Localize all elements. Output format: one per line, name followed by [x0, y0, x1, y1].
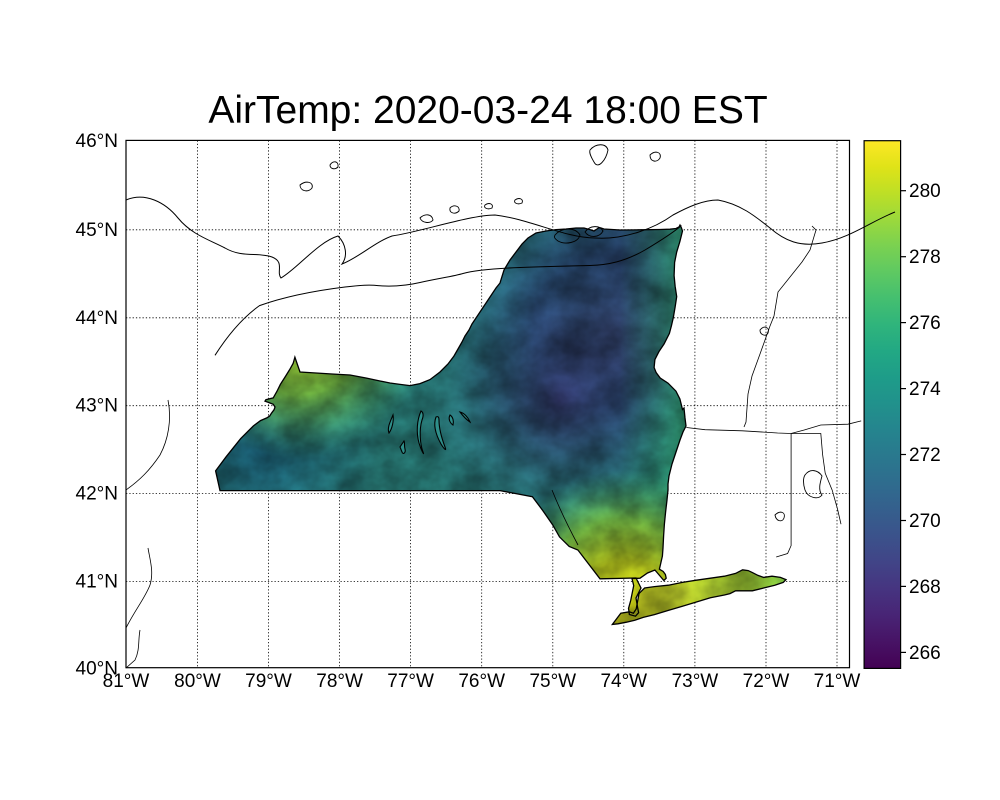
svg-text:266: 266 — [909, 643, 941, 664]
svg-text:76°W: 76°W — [458, 671, 505, 692]
svg-text:272: 272 — [909, 445, 941, 466]
svg-text:45°N: 45°N — [76, 220, 118, 241]
svg-text:274: 274 — [909, 379, 941, 400]
svg-text:80°W: 80°W — [174, 671, 221, 692]
svg-text:75°W: 75°W — [529, 671, 576, 692]
svg-text:276: 276 — [909, 313, 941, 334]
svg-text:41°N: 41°N — [76, 572, 118, 593]
svg-text:71°W: 71°W — [814, 671, 861, 692]
svg-text:42°N: 42°N — [76, 484, 118, 505]
svg-text:46°N: 46°N — [76, 131, 118, 152]
svg-text:278: 278 — [909, 247, 941, 268]
svg-text:73°W: 73°W — [672, 671, 719, 692]
svg-text:72°W: 72°W — [743, 671, 790, 692]
svg-text:44°N: 44°N — [76, 308, 118, 329]
svg-text:74°W: 74°W — [600, 671, 647, 692]
svg-text:77°W: 77°W — [387, 671, 434, 692]
svg-text:79°W: 79°W — [245, 671, 292, 692]
svg-text:268: 268 — [909, 577, 941, 598]
svg-text:43°N: 43°N — [76, 396, 118, 417]
svg-text:40°N: 40°N — [76, 659, 118, 680]
svg-text:78°W: 78°W — [316, 671, 363, 692]
svg-text:270: 270 — [909, 511, 941, 532]
svg-text:280: 280 — [909, 181, 941, 202]
